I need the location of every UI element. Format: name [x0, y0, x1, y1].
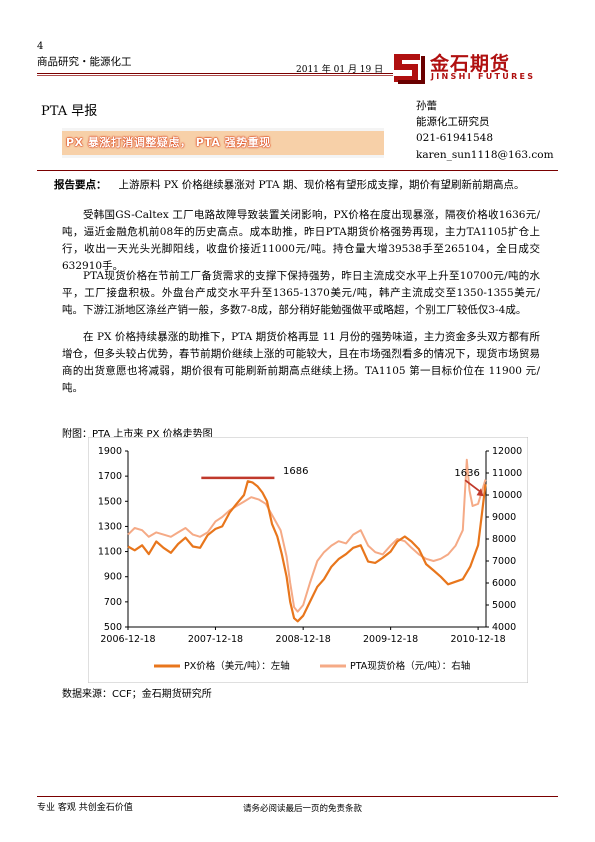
left-tick-label: 500 — [104, 622, 122, 633]
left-tick-label: 900 — [104, 572, 122, 583]
annotation-1636-arrow — [464, 479, 482, 493]
x-tick-label: 2008-12-18 — [276, 634, 331, 645]
logo-text-zh: 金石期货 — [430, 53, 511, 75]
legend-label: PX价格（美元/吨）：左轴 — [184, 660, 290, 672]
page-title: PTA 早报 — [41, 104, 98, 119]
summary-label: 报告要点： — [54, 179, 107, 191]
right-tick-label: 6000 — [492, 578, 516, 589]
analyst-phone: 021-61941548 — [416, 132, 494, 145]
left-tick-label: 1700 — [98, 471, 122, 482]
left-tick-label: 1300 — [98, 521, 122, 532]
data-source: 数据来源：CCF；金石期货研究所 — [62, 689, 212, 700]
summary-paragraph: 报告要点： 上游原料 PX 价格继续暴涨对 PTA 期、现价格有望形成支撑，期价有… — [54, 177, 540, 194]
right-tick-label: 10000 — [492, 490, 522, 501]
x-tick-label: 2010-12-18 — [450, 634, 505, 645]
legend-label: PTA现货价格（元/吨）：右轴 — [350, 660, 470, 672]
x-tick-label: 2007-12-18 — [188, 634, 243, 645]
section-label: 商品研究・能源化工 — [37, 56, 132, 68]
footer-disclaimer: 请务必阅读最后一页的免责条款 — [243, 804, 363, 814]
analyst-email[interactable]: karen_sun1118@163.com — [416, 148, 554, 161]
x-tick-label: 2006-12-18 — [100, 634, 155, 645]
arrowhead-icon — [476, 488, 484, 497]
footer-slogan: 专业 客观 共创金石价值 — [37, 803, 133, 813]
pta-spot-price-line — [127, 458, 487, 613]
right-tick-label: 8000 — [492, 534, 516, 545]
px-price-line — [127, 480, 487, 623]
right-tick-label: 9000 — [492, 512, 516, 523]
body-paragraph-3: 在 PX 价格持续暴涨的助推下，PTA 期货价格再显 11 月份的强势味道，主力… — [62, 331, 540, 394]
left-tick-label: 1100 — [98, 547, 122, 558]
header-rule-thin — [37, 75, 393, 76]
right-tick-label: 4000 — [492, 622, 516, 633]
analyst-info: 孙蕾 能源化工研究员 021-61941548 karen_sun1118@16… — [416, 98, 554, 163]
footer-rule — [37, 796, 558, 797]
figure-caption: 附图：PTA 上市来 PX 价格走势图 — [62, 429, 213, 440]
headline-banner — [62, 128, 384, 158]
annotation-1636: 1636 — [454, 468, 479, 479]
left-tick-label: 1500 — [98, 496, 122, 507]
company-logo: 金石期货 JINSHI FUTURES — [392, 49, 552, 85]
x-tick-label: 2009-12-18 — [363, 634, 418, 645]
body-paragraph-1: 受韩国GS-Caltex 工厂电路故障导致装置关闭影响，PX价格在度出现暴涨，隔… — [62, 209, 540, 272]
analyst-name: 孙蕾 — [416, 100, 437, 112]
headline-text: PX 暴涨打消调整疑虑， PTA 强势重现 — [66, 136, 271, 149]
right-tick-label: 12000 — [492, 446, 522, 457]
left-tick-label: 700 — [104, 597, 122, 608]
body-paragraph-2: PTA现货价格在节前工厂备货需求的支撑下保持强势，昨日主流成交水平上升至1070… — [62, 270, 540, 316]
right-tick-label: 11000 — [492, 468, 522, 479]
report-date: 2011 年 01 月 19 日 — [296, 65, 384, 75]
right-tick-label: 7000 — [492, 556, 516, 567]
analyst-role: 能源化工研究员 — [416, 116, 490, 129]
logo-text-en: JINSHI FUTURES — [431, 72, 536, 81]
left-tick-label: 1900 — [98, 446, 122, 457]
summary-top-rule — [37, 170, 558, 171]
right-tick-label: 5000 — [492, 600, 516, 611]
summary-text: 上游原料 PX 价格继续暴涨对 PTA 期、现价格有望形成支撑，期价有望刷新前期… — [118, 179, 525, 191]
header-rule — [37, 73, 393, 74]
logo-emblem-icon — [392, 50, 426, 84]
page-number: 4 — [37, 41, 44, 52]
px-price-chart: 500 700 900 1100 1300 1500 1700 1900 4000 5000 600… — [88, 437, 528, 683]
annotation-1686: 1686 — [283, 466, 308, 477]
